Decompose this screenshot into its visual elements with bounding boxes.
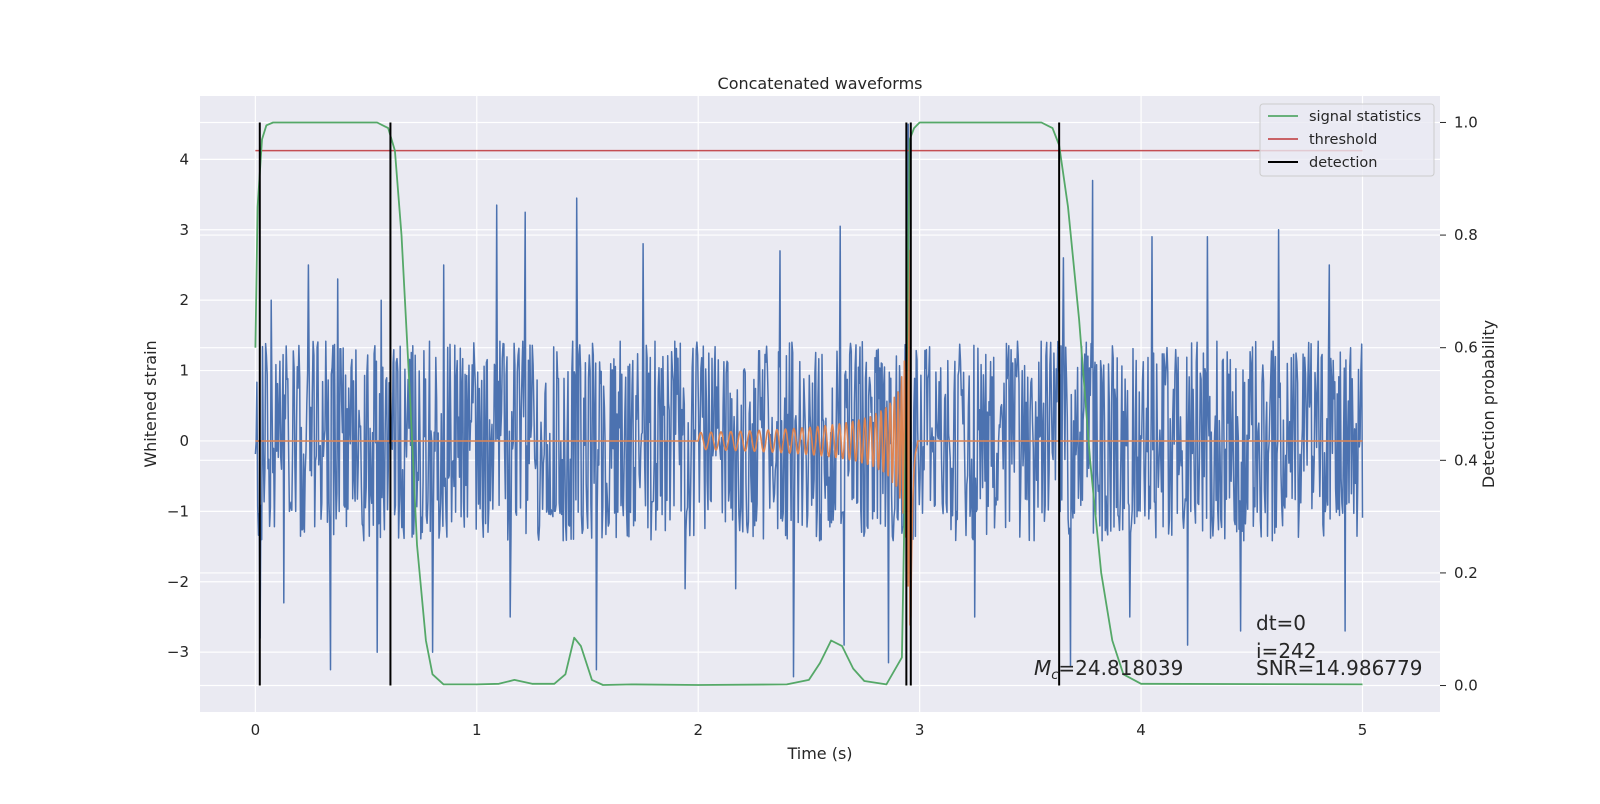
series-layer: [254, 121, 1364, 686]
annotation-chirp-mass-subscript: c: [1051, 668, 1058, 683]
y-tick-label-6: 3: [179, 221, 189, 239]
annotation-dt: dt=0: [1256, 611, 1306, 635]
y2-tick-label-0: 0.0: [1454, 677, 1478, 695]
y2-tick-label-4: 0.8: [1454, 226, 1478, 244]
annotation-chirp-mass-value: =24.818039: [1058, 656, 1183, 680]
series-whitened-strain: [254, 123, 1364, 678]
y2-tick-label-5: 1.0: [1454, 113, 1478, 131]
x-tick-label-0: 0: [251, 721, 261, 739]
chart-title: Concatenated waveforms: [718, 74, 923, 93]
y2-tick-label-2: 0.4: [1454, 451, 1478, 469]
y-tick-label-4: 1: [179, 362, 189, 380]
y2-tick-label-3: 0.6: [1454, 339, 1478, 357]
legend: signal statistics threshold detection: [1259, 103, 1435, 177]
y-tick-label-0: −3: [167, 643, 189, 661]
x-tick-label-5: 5: [1358, 721, 1368, 739]
y2-tick-label-1: 0.2: [1454, 564, 1478, 582]
y-tick-label-5: 2: [179, 291, 189, 309]
y2-axis-label: Detection probability: [1479, 320, 1498, 488]
legend-label-detection: detection: [1309, 155, 1377, 171]
annotation-chirp-mass-symbol: M: [1034, 656, 1051, 680]
y-tick-label-7: 4: [179, 150, 189, 168]
legend-box: [1259, 103, 1435, 177]
annotation-chirp-mass: Mc=24.818039: [1034, 656, 1183, 683]
x-axis-label: Time (s): [786, 744, 852, 763]
y-tick-label-2: −1: [167, 502, 189, 520]
axes-layer: 0 1 2 3 4 5 −3 −2 −1 0 1 2 3 4 0.0 0.2 0.4 0.6 0.8 1.0: [167, 113, 1478, 739]
y-tick-label-1: −2: [167, 573, 189, 591]
legend-label-signal-statistics: signal statistics: [1309, 109, 1421, 125]
annotation-index: i=242: [1256, 639, 1317, 663]
x-tick-label-1: 1: [472, 721, 482, 739]
y-tick-label-3: 0: [179, 432, 189, 450]
x-tick-label-2: 2: [693, 721, 703, 739]
series-injected-waveform: [255, 249, 1363, 626]
annotation-snr: SNR=14.986779: [1256, 656, 1422, 680]
x-tick-label-3: 3: [915, 721, 925, 739]
x-tick-label-4: 4: [1136, 721, 1146, 739]
y-axis-label: Whitened strain: [141, 340, 160, 467]
legend-label-threshold: threshold: [1309, 132, 1377, 148]
series-signal-statistics: [254, 121, 1363, 686]
